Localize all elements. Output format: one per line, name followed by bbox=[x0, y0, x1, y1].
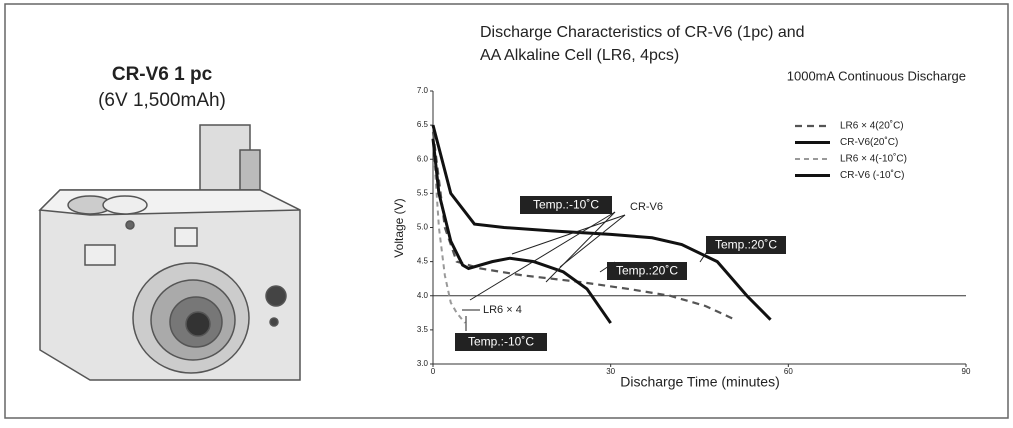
legend-label: CR-V6(20˚C) bbox=[840, 136, 898, 148]
annotation-box bbox=[607, 262, 687, 280]
annotation: Temp.:-10˚C bbox=[533, 198, 599, 212]
chart-subtitle: 1000mA Continuous Discharge bbox=[787, 68, 966, 83]
x-tick-label: 90 bbox=[962, 367, 971, 376]
y-tick-label: 5.5 bbox=[417, 188, 429, 197]
series-line bbox=[431, 124, 772, 321]
y-tick-label: 6.0 bbox=[417, 154, 429, 163]
chart-title: AA Alkaline Cell (LR6, 4pcs) bbox=[480, 47, 679, 64]
product-spec: (6V 1,500mAh) bbox=[98, 90, 226, 111]
leader-line bbox=[545, 211, 616, 283]
product-name: CR-V6 1 pc bbox=[112, 64, 213, 85]
leader-line bbox=[469, 211, 616, 301]
camera-illustration bbox=[38, 124, 301, 381]
annotation-box bbox=[706, 236, 786, 254]
annotation-box bbox=[520, 196, 612, 214]
y-tick-label: 6.5 bbox=[417, 120, 429, 129]
x-axis-label: Discharge Time (minutes) bbox=[620, 374, 780, 390]
annotation: Temp.:20˚C bbox=[715, 238, 777, 252]
x-tick-label: 0 bbox=[431, 367, 436, 376]
legend-label: CR-V6 (-10˚C) bbox=[840, 169, 904, 181]
y-tick-label: 3.0 bbox=[417, 359, 429, 368]
y-tick-label: 7.0 bbox=[417, 86, 429, 95]
series-line bbox=[431, 138, 612, 324]
annotation: Temp.:20˚C bbox=[616, 264, 678, 278]
y-axis-label: Voltage (V) bbox=[392, 198, 406, 257]
annotation: Temp.:-10˚C bbox=[468, 335, 534, 349]
annotation-box bbox=[455, 333, 547, 351]
series-line bbox=[431, 131, 736, 321]
annotation: LR6 × 4 bbox=[483, 304, 522, 316]
annotation: CR-V6 bbox=[630, 201, 663, 213]
y-tick-label: 5.0 bbox=[417, 223, 429, 232]
legend-label: LR6 × 4(-10˚C) bbox=[840, 153, 907, 165]
y-tick-label: 4.0 bbox=[417, 291, 429, 300]
leader-line bbox=[559, 214, 626, 268]
y-tick-label: 4.5 bbox=[417, 257, 429, 266]
y-tick-label: 3.5 bbox=[417, 325, 429, 334]
legend-label: LR6 × 4(20˚C) bbox=[840, 120, 904, 132]
x-tick-label: 60 bbox=[784, 367, 793, 376]
series-line bbox=[432, 138, 466, 324]
x-tick-label: 30 bbox=[606, 367, 615, 376]
chart-title: Discharge Characteristics of CR-V6 (1pc)… bbox=[480, 24, 805, 41]
